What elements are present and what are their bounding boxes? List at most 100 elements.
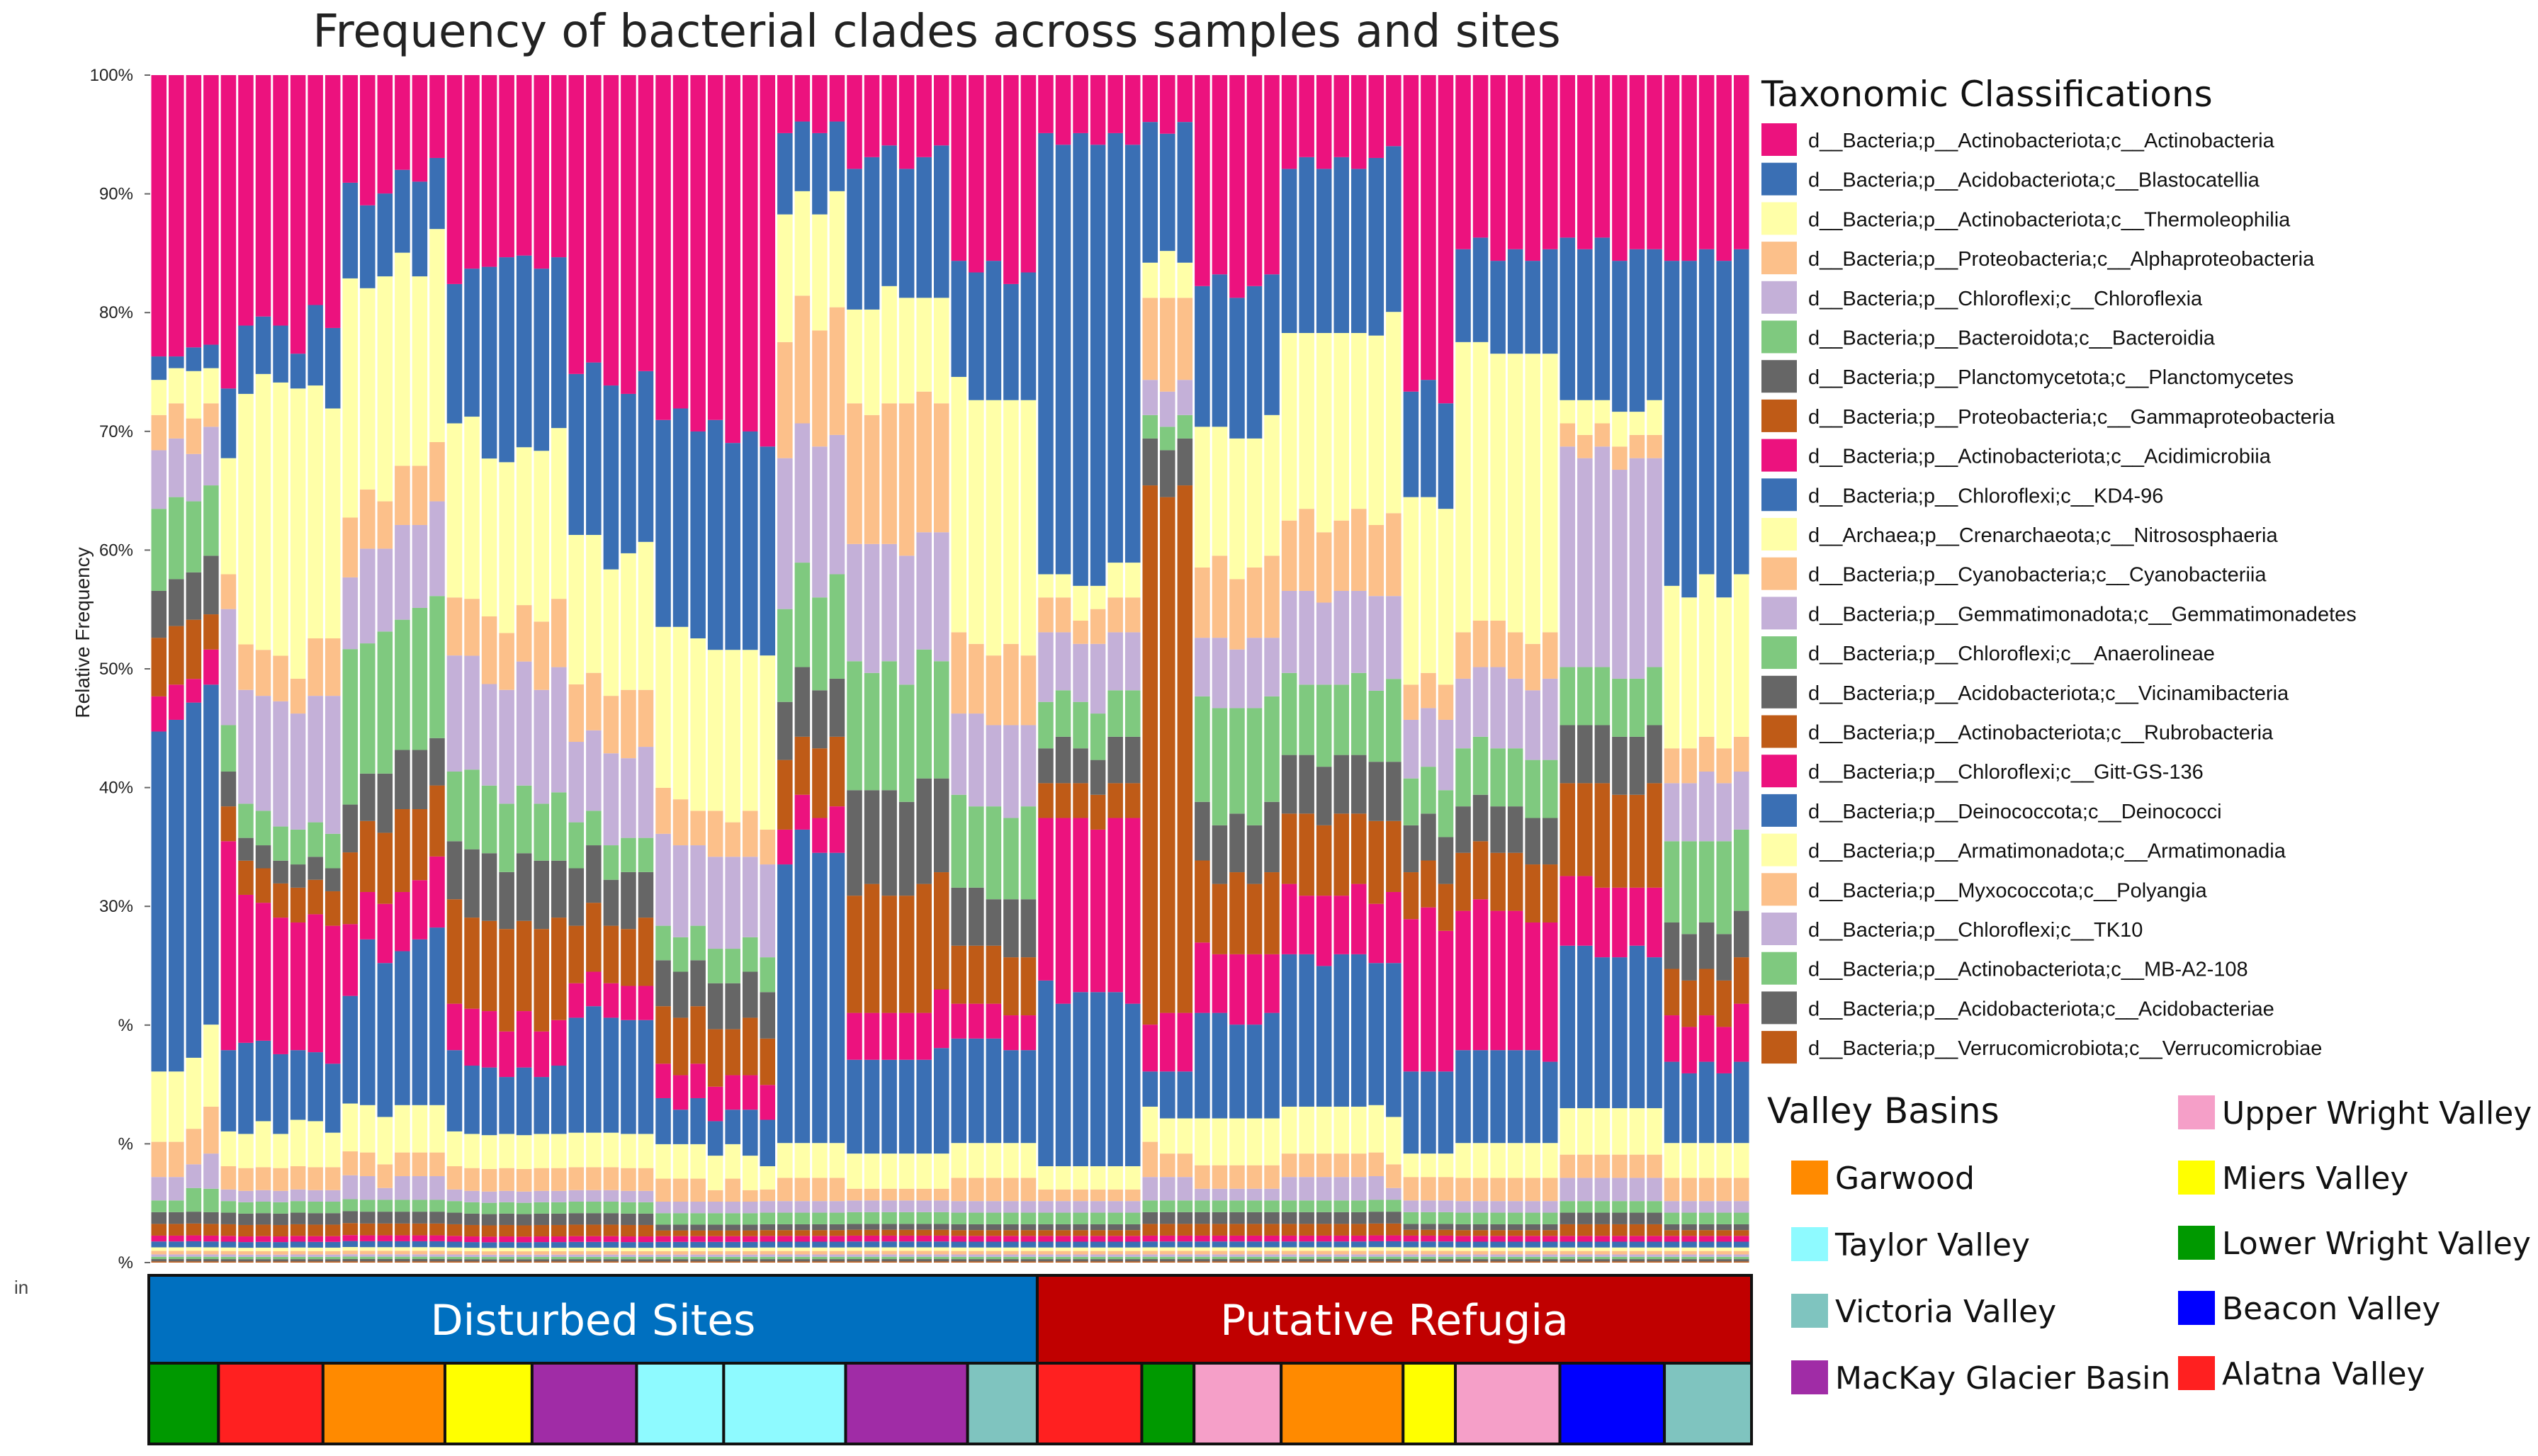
bar-segment bbox=[1698, 1201, 1715, 1213]
bar-segment bbox=[881, 1261, 897, 1263]
bar-segment bbox=[395, 1223, 410, 1236]
bar-segment bbox=[1733, 1259, 1749, 1262]
bar-segment bbox=[1142, 1259, 1158, 1262]
bar-segment bbox=[1368, 524, 1384, 597]
bar-segment bbox=[829, 1224, 845, 1231]
bar-segment bbox=[760, 1189, 776, 1202]
bar-segment bbox=[916, 1254, 932, 1257]
sample-bar bbox=[290, 75, 306, 1263]
bar-segment bbox=[273, 1254, 288, 1257]
bar-segment bbox=[1386, 820, 1401, 892]
bar-segment bbox=[742, 1254, 758, 1257]
bar-segment bbox=[220, 1131, 237, 1167]
bar-segment bbox=[1229, 75, 1245, 298]
bar-segment bbox=[655, 1261, 671, 1263]
bar-segment bbox=[1229, 1224, 1245, 1236]
bar-segment bbox=[1351, 672, 1367, 755]
bar-segment bbox=[1664, 1251, 1680, 1255]
bar-segment bbox=[881, 75, 897, 146]
bar-segment bbox=[1368, 903, 1384, 964]
bar-segment bbox=[916, 1212, 932, 1224]
valley-block bbox=[530, 1362, 638, 1445]
bar-segment bbox=[794, 1224, 811, 1231]
bar-segment bbox=[1195, 801, 1210, 861]
bar-segment bbox=[412, 1176, 428, 1200]
bar-segment bbox=[1351, 1224, 1367, 1236]
bar-segment bbox=[481, 853, 497, 921]
bar-segment bbox=[1299, 1256, 1314, 1260]
bar-segment bbox=[534, 269, 549, 451]
bar-segment bbox=[499, 1213, 514, 1225]
bar-segment bbox=[273, 1251, 288, 1255]
bar-segment bbox=[760, 829, 776, 865]
bar-segment bbox=[1733, 574, 1749, 737]
bar-segment bbox=[1142, 1251, 1158, 1255]
bar-segment bbox=[690, 1236, 706, 1242]
bar-segment bbox=[1073, 1212, 1088, 1224]
bar-segment bbox=[1577, 1241, 1593, 1248]
bar-segment bbox=[969, 1003, 984, 1039]
bar-segment bbox=[1160, 1012, 1175, 1072]
bar-segment bbox=[429, 1105, 445, 1153]
bar-segment bbox=[1438, 684, 1454, 720]
bar-segment bbox=[1003, 1015, 1019, 1051]
bar-segment bbox=[1333, 1254, 1349, 1257]
bar-segment bbox=[186, 1164, 202, 1188]
bar-segment bbox=[1421, 1153, 1436, 1178]
bar-segment bbox=[1577, 725, 1593, 784]
bar-segment bbox=[1246, 1256, 1263, 1260]
bar-segment bbox=[1560, 1254, 1576, 1257]
bar-segment bbox=[672, 1241, 689, 1248]
bar-segment bbox=[1403, 778, 1419, 825]
bar-segment bbox=[1386, 1258, 1401, 1262]
sample-bar bbox=[864, 75, 880, 1263]
bar-segment bbox=[1525, 922, 1540, 1051]
bar-segment bbox=[151, 450, 167, 509]
bar-segment bbox=[151, 638, 167, 696]
bar-segment bbox=[1264, 1256, 1280, 1260]
bar-segment bbox=[1472, 621, 1489, 667]
bar-segment bbox=[1055, 690, 1071, 737]
bar-segment bbox=[812, 1212, 828, 1224]
bar-segment bbox=[742, 1241, 758, 1248]
bar-segment bbox=[1472, 1247, 1489, 1251]
bar-segment bbox=[203, 1224, 219, 1236]
bar-segment bbox=[1160, 133, 1175, 252]
bar-segment bbox=[1124, 1230, 1141, 1236]
bar-segment bbox=[707, 419, 723, 650]
bar-segment bbox=[1716, 1247, 1732, 1251]
bar-segment bbox=[1333, 75, 1349, 157]
bar-segment bbox=[655, 1006, 671, 1064]
valley-label: Taylor Valley bbox=[1834, 1227, 2030, 1263]
valley-swatch bbox=[2178, 1161, 2215, 1195]
bar-segment bbox=[1351, 1200, 1367, 1212]
bar-segment bbox=[169, 356, 184, 368]
bar-segment bbox=[1438, 884, 1454, 931]
bar-segment bbox=[1055, 1251, 1071, 1255]
bar-segment bbox=[395, 951, 410, 1105]
bar-segment bbox=[1316, 1224, 1332, 1236]
bar-segment bbox=[499, 1031, 514, 1078]
bar-segment bbox=[255, 1213, 271, 1225]
bar-segment bbox=[760, 1038, 776, 1085]
y-tick-label: 30% bbox=[99, 897, 133, 916]
bar-segment bbox=[342, 577, 359, 650]
bar-segment bbox=[325, 1247, 341, 1251]
bar-segment bbox=[690, 1097, 706, 1144]
bar-segment bbox=[568, 75, 585, 374]
bar-segment bbox=[1438, 930, 1454, 1072]
bar-segment bbox=[672, 75, 689, 409]
bar-segment bbox=[1212, 427, 1228, 556]
bar-segment bbox=[551, 1254, 567, 1257]
bar-segment bbox=[534, 1259, 549, 1262]
bar-segment bbox=[1177, 262, 1193, 298]
bar-segment bbox=[1038, 1261, 1054, 1263]
sample-bar bbox=[1507, 75, 1523, 1263]
bar-segment bbox=[951, 1251, 967, 1255]
valley-label: Victoria Valley bbox=[1835, 1294, 2056, 1330]
bar-segment bbox=[1212, 1212, 1228, 1224]
bar-segment bbox=[412, 1200, 428, 1212]
bar-segment bbox=[1299, 509, 1314, 591]
bar-segment bbox=[151, 509, 167, 591]
bar-segment bbox=[1299, 1241, 1314, 1248]
